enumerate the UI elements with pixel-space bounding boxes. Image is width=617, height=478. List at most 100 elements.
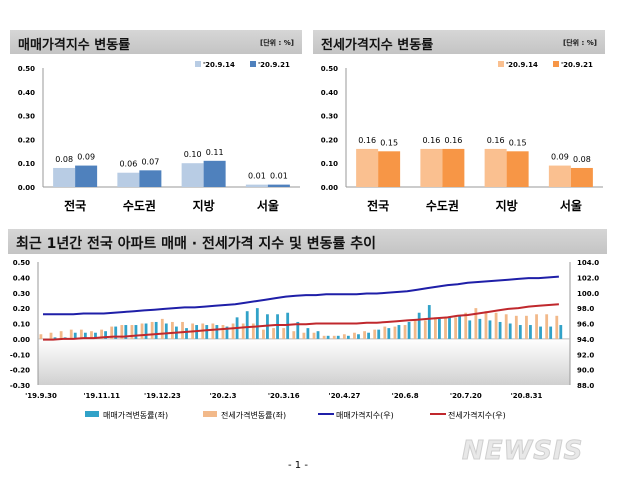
- series-line: [43, 303, 559, 341]
- bar: [241, 323, 245, 339]
- bar: [458, 315, 462, 339]
- left-tick-label: 0.10: [13, 321, 30, 329]
- legend-swatch: [498, 61, 504, 67]
- bar: [525, 315, 528, 339]
- legend-swatch: [203, 411, 217, 417]
- category-label: 지방: [496, 198, 518, 213]
- x-tick-label: '20.4.27: [329, 392, 361, 400]
- bar: [139, 170, 162, 187]
- right-tick-label: 90.0: [577, 367, 594, 375]
- bar: [245, 184, 268, 187]
- bar: [397, 325, 401, 339]
- bar: [545, 314, 549, 339]
- bar: [282, 328, 286, 339]
- legend-swatch: [250, 61, 256, 67]
- bar: [474, 308, 478, 339]
- bar: [302, 332, 306, 339]
- bar: [448, 317, 451, 339]
- bar: [377, 329, 381, 339]
- y-tick-label: 0.50: [321, 65, 338, 73]
- bar: [326, 335, 330, 339]
- bar: [444, 317, 447, 339]
- bar: [464, 312, 468, 339]
- category-label: 서울: [560, 198, 582, 213]
- x-tick-label: '19.12.23: [144, 392, 181, 400]
- bar: [154, 321, 158, 339]
- bar: [164, 323, 168, 339]
- bar: [539, 326, 542, 339]
- bar: [346, 335, 350, 339]
- bar: [171, 321, 174, 339]
- bar: [442, 148, 465, 187]
- bar: [104, 331, 107, 339]
- page-number: - 1 -: [288, 460, 308, 471]
- bar: [296, 321, 300, 339]
- bar: [353, 332, 356, 339]
- right-tick-label: 92.0: [577, 351, 594, 359]
- data-label: 0.08: [573, 155, 591, 164]
- bar: [529, 325, 532, 339]
- bar: [570, 167, 593, 187]
- bar: [332, 335, 336, 339]
- right-tick-label: 96.0: [577, 321, 594, 329]
- trend-chart-title: 최근 1년간 전국 아파트 매매 · 전세가격 지수 및 변동률 추이: [16, 236, 377, 252]
- bar: [514, 315, 518, 339]
- bar: [420, 148, 443, 187]
- bar: [262, 329, 265, 339]
- category-label: 수도권: [123, 199, 156, 213]
- bar: [363, 331, 366, 339]
- bar: [322, 335, 326, 339]
- legend-label: 전세가격변동률(좌): [221, 410, 286, 420]
- bar: [413, 320, 417, 339]
- bar: [124, 325, 128, 339]
- bar: [478, 318, 482, 339]
- sale-chart-unit: [단위 : %]: [260, 39, 294, 47]
- bar: [535, 314, 538, 339]
- data-label: 0.09: [77, 153, 95, 162]
- right-tick-label: 104.0: [577, 259, 599, 267]
- jeonse-chart-title: 전세가격지수 변동률: [321, 38, 434, 53]
- bar: [498, 321, 502, 339]
- bar: [73, 332, 77, 339]
- y-tick-label: 0.00: [321, 184, 338, 192]
- bar: [120, 325, 124, 339]
- category-label: 지방: [193, 198, 215, 213]
- left-tick-label: -0.10: [10, 351, 30, 359]
- data-label: 0.15: [380, 138, 398, 147]
- category-label: 전국: [367, 198, 389, 213]
- bar: [150, 321, 154, 339]
- bar: [494, 312, 498, 339]
- bar: [59, 331, 63, 339]
- bar: [53, 337, 57, 339]
- bar: [383, 326, 387, 339]
- legend-label: 매매가격변동률(좌): [103, 410, 168, 420]
- bar: [506, 151, 529, 187]
- left-tick-label: 0.20: [13, 305, 30, 313]
- legend-label: 전세가격지수(우): [448, 410, 506, 420]
- x-tick-label: '19.9.30: [25, 392, 57, 400]
- trend-chart-title-bar: 최근 1년간 전국 아파트 매매 · 전세가격 지수 및 변동률 추이: [8, 229, 607, 254]
- bar: [205, 325, 209, 339]
- bar: [75, 165, 98, 187]
- legend-label: '20.9.21: [258, 61, 290, 69]
- bar: [367, 332, 370, 339]
- legend-swatch: [553, 61, 559, 67]
- y-tick-label: 0.30: [18, 113, 35, 121]
- bar: [221, 325, 225, 339]
- bar: [387, 328, 391, 339]
- legend-label: '20.9.14: [203, 61, 235, 69]
- bar: [79, 329, 83, 339]
- bar: [504, 314, 508, 339]
- left-tick-label: 0.30: [13, 290, 30, 298]
- bar: [555, 315, 559, 339]
- bar: [484, 148, 507, 187]
- bar: [69, 329, 73, 339]
- data-label: 0.06: [119, 160, 137, 169]
- y-tick-label: 0.00: [18, 184, 35, 192]
- bar: [484, 311, 488, 339]
- bar: [225, 326, 229, 339]
- x-tick-label: '20.7.20: [450, 392, 482, 400]
- legend-swatch: [85, 411, 99, 417]
- bar: [518, 325, 522, 339]
- bar: [100, 329, 103, 339]
